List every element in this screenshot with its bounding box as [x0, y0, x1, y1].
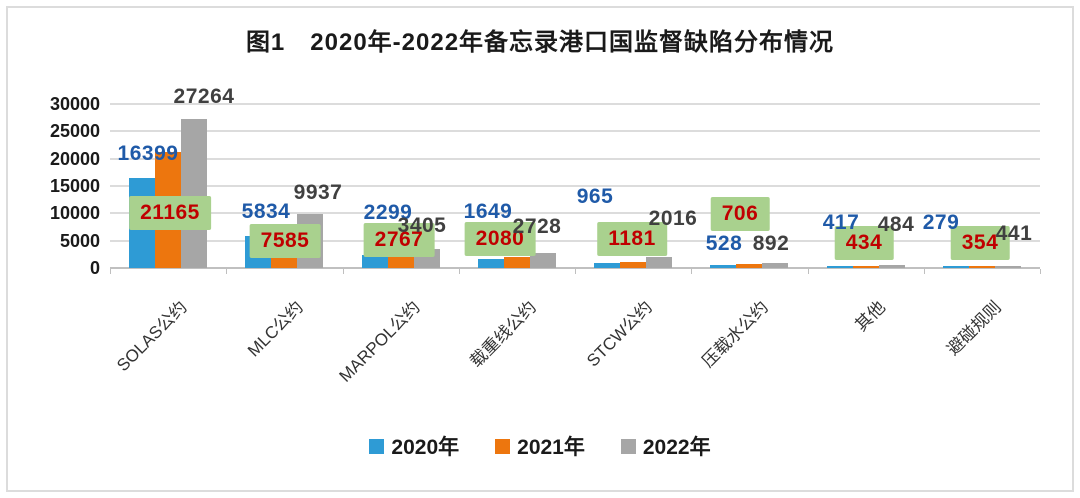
axis-tick	[923, 269, 925, 274]
gridline	[110, 185, 1040, 187]
value-label-2021-box: 354	[950, 226, 1010, 260]
y-tick-label: 30000	[49, 94, 100, 114]
legend-swatch-2021-icon	[495, 438, 511, 454]
bar-s0-c2	[361, 255, 388, 268]
value-label-2022: 27264	[173, 85, 235, 108]
y-tick-label: 10000	[49, 203, 100, 224]
bar-s2-c4	[646, 256, 673, 268]
legend-label-2022: 2022年	[642, 436, 711, 459]
value-label-2020: 5834	[241, 200, 291, 223]
gridline	[110, 239, 1040, 242]
bar-s1-c5	[736, 264, 763, 268]
gridline	[110, 212, 1040, 215]
y-tick-label: 0	[89, 258, 100, 278]
axis-tick	[575, 269, 576, 274]
value-label-2020: 965	[576, 185, 614, 208]
axis-tick	[458, 269, 460, 274]
bar-s2-c7	[994, 265, 1021, 268]
value-label-2020: 2299	[363, 201, 413, 224]
category-label: 压载水公约	[698, 297, 773, 372]
axis-tick	[691, 269, 693, 274]
value-label-2020: 16399	[117, 142, 179, 165]
image-border	[6, 6, 1074, 492]
bar-s2-c6	[878, 265, 905, 268]
legend-swatch-2020-icon	[369, 438, 385, 454]
value-label-2021-box: 434	[834, 226, 894, 260]
bar-s0-c7	[942, 266, 969, 268]
y-tick-label: 25000	[49, 121, 100, 142]
value-label-2021-box: 2767	[363, 223, 435, 257]
category-label: MLC公约	[244, 297, 308, 361]
bar-s1-c6	[852, 265, 879, 268]
value-label-2022: 2728	[512, 215, 562, 238]
value-label-2020: 528	[705, 232, 743, 255]
value-label-2020: 279	[922, 211, 960, 234]
category-label: 避碰规则	[943, 297, 1005, 360]
axis-tick	[1040, 269, 1041, 274]
chart-title: 图1 2020年-2022年备忘录港口国监督缺陷分布情况	[245, 29, 835, 56]
axis-tick	[342, 269, 344, 274]
axis-tick	[110, 269, 111, 274]
value-label-2020: 417	[822, 211, 860, 234]
value-label-2021-box: 2080	[464, 222, 536, 256]
bar-s0-c5	[710, 265, 737, 268]
gridline	[110, 103, 1040, 105]
axis-tick	[807, 269, 809, 274]
bar-s2-c5	[762, 263, 789, 268]
y-tick-label: 15000	[49, 176, 100, 196]
bar-s1-c7	[968, 266, 995, 268]
legend: 2020年 2021年 2022年	[0, 431, 1080, 461]
bar-s2-c0	[181, 118, 208, 268]
value-label-2021-box: 7585	[249, 224, 321, 258]
category-label: 载重线公约	[466, 297, 540, 372]
bar-s0-c6	[826, 265, 853, 268]
y-tick-label: 5000	[59, 230, 100, 251]
category-label: 其他	[851, 297, 889, 336]
bar-s0-c4	[594, 262, 621, 268]
value-label-2022: 892	[752, 232, 790, 255]
axis-tick	[226, 269, 228, 274]
bar-s2-c3	[529, 253, 556, 268]
legend-label-2021: 2021年	[517, 436, 585, 459]
y-tick-label: 20000	[49, 148, 100, 169]
value-label-2021-box: 21165	[129, 196, 211, 230]
value-label-2021-box: 1181	[597, 222, 667, 256]
legend-swatch-2022-icon	[620, 438, 636, 454]
value-label-2020: 1649	[463, 200, 513, 223]
category-label: SOLAS公约	[113, 297, 192, 376]
bar-s0-c3	[477, 258, 504, 268]
legend-label-2020: 2020年	[391, 436, 460, 459]
value-label-2022: 484	[877, 213, 915, 236]
legend-item-2022: 2022年	[620, 431, 711, 461]
value-label-2022: 441	[995, 222, 1033, 245]
value-label-2022: 2016	[648, 207, 698, 230]
bar-s1-c4	[620, 261, 647, 268]
bar-s1-c3	[503, 256, 530, 268]
value-label-2022: 9937	[293, 181, 343, 204]
value-label-2021-box: 706	[710, 197, 770, 231]
category-label: MARPOL公约	[335, 297, 424, 386]
legend-item-2020: 2020年	[369, 431, 459, 461]
legend-item-2021: 2021年	[495, 431, 585, 461]
gridline	[110, 157, 1040, 160]
x-axis-line	[110, 267, 1040, 269]
gridline	[110, 130, 1040, 133]
value-label-2022: 3405	[397, 214, 447, 237]
category-label: STCW公约	[583, 297, 657, 371]
